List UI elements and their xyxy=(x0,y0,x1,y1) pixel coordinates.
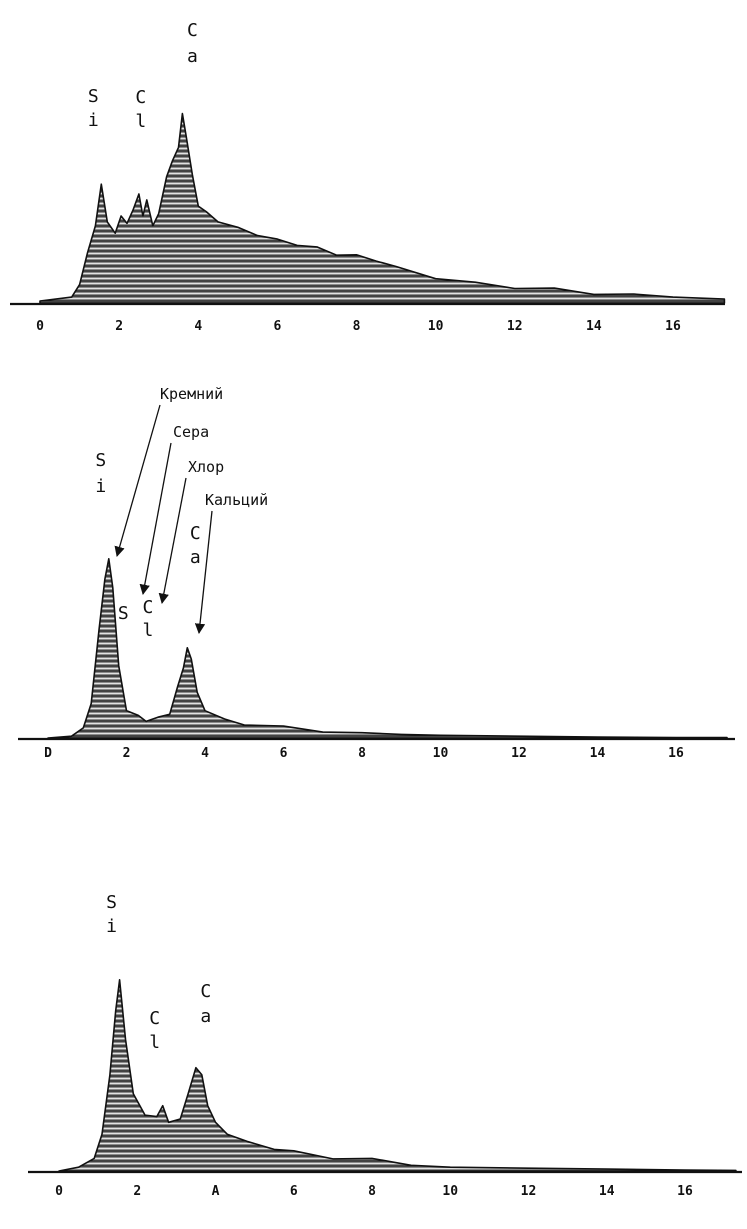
element-label-char: S xyxy=(95,450,106,471)
callout-label-si: Кремний xyxy=(160,385,223,403)
element-label-char: C xyxy=(135,87,146,108)
spectrum-series-3 xyxy=(58,979,737,1172)
x-tick-label: A xyxy=(212,1184,220,1199)
element-label-cl: Cl xyxy=(135,87,146,132)
x-tick-label: 16 xyxy=(665,319,681,334)
element-label-cl: Cl xyxy=(149,1008,160,1053)
spectrum-series-1 xyxy=(39,112,726,304)
element-label-char: i xyxy=(106,916,117,937)
element-label-char: a xyxy=(200,1006,211,1027)
element-label-char: S xyxy=(106,892,117,913)
callout-label-ca: Кальций xyxy=(205,491,268,509)
element-label-ca: Ca xyxy=(190,523,201,568)
element-label-char: a xyxy=(190,547,201,568)
x-tick-label: 8 xyxy=(353,319,361,334)
element-label-si: Si xyxy=(106,892,117,937)
element-label-char: S xyxy=(88,86,99,107)
x-tick-label: 16 xyxy=(677,1184,693,1199)
element-label-ca: Ca xyxy=(187,20,198,67)
element-label-s: S xyxy=(118,603,129,624)
x-tick-label: 14 xyxy=(590,746,606,761)
x-tick-label: 6 xyxy=(280,746,288,761)
element-label-char: C xyxy=(190,523,201,544)
x-tick-label: 10 xyxy=(428,319,444,334)
element-label-char: C xyxy=(143,597,154,618)
x-tick-label: 8 xyxy=(368,1184,376,1199)
x-tick-label: 14 xyxy=(586,319,602,334)
x-tick-label: 8 xyxy=(358,746,366,761)
element-label-si: Si xyxy=(95,450,106,497)
x-tick-label: 14 xyxy=(599,1184,615,1199)
element-label-char: i xyxy=(88,110,99,131)
x-tick-label: 2 xyxy=(123,746,131,761)
element-label-char: C xyxy=(149,1008,160,1029)
x-tick-label: 16 xyxy=(668,746,684,761)
element-label-cl: Cl xyxy=(143,597,154,641)
x-tick-label: 2 xyxy=(133,1184,141,1199)
x-tick-label: 0 xyxy=(36,319,44,334)
element-label-char: l xyxy=(135,111,146,132)
element-label-char: a xyxy=(187,46,198,67)
element-label-char: C xyxy=(200,981,211,1002)
x-tick-label: 2 xyxy=(115,319,123,334)
element-label-ca: Ca xyxy=(200,981,211,1027)
element-label-char: l xyxy=(149,1032,160,1053)
x-tick-label: 6 xyxy=(273,319,281,334)
element-label-char: l xyxy=(143,620,154,641)
x-tick-label: D xyxy=(44,746,52,761)
x-tick-label: 12 xyxy=(507,319,523,334)
callout-arrow xyxy=(158,477,187,605)
x-tick-label: 10 xyxy=(433,746,449,761)
callout-arrow xyxy=(114,404,161,558)
x-tick-label: 10 xyxy=(442,1184,458,1199)
callout-label-cl: Хлор xyxy=(188,458,224,476)
x-tick-label: 12 xyxy=(521,1184,537,1199)
spectrum-series-2 xyxy=(47,558,728,739)
callout-arrow xyxy=(139,442,172,596)
x-tick-label: 4 xyxy=(201,746,209,761)
x-tick-label: 6 xyxy=(290,1184,298,1199)
element-label-si: Si xyxy=(88,86,99,131)
element-label-char: S xyxy=(118,603,129,624)
x-tick-label: 4 xyxy=(194,319,202,334)
element-label-char: C xyxy=(187,20,198,41)
element-label-char: i xyxy=(95,476,106,497)
callout-arrow xyxy=(194,510,213,635)
x-tick-label: 12 xyxy=(511,746,527,761)
callout-label-s: Сера xyxy=(173,423,209,441)
x-tick-label: 0 xyxy=(55,1184,63,1199)
